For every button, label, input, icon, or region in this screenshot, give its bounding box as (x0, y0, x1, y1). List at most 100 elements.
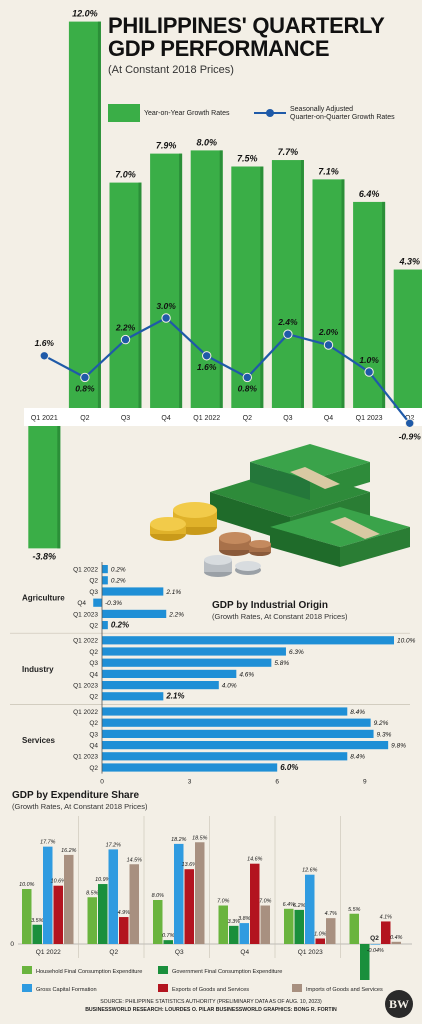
bar-industrial (102, 565, 108, 574)
bar-value-label: 2.1% (165, 589, 181, 596)
legend-line-label: Seasonally Adjusted Quarter-on-Quarter G… (290, 106, 395, 122)
page-subtitle: (At Constant 2018 Prices) (108, 64, 234, 76)
bar-expenditure-label: 18.2% (171, 837, 186, 843)
row-category-label: Q1 2022 (73, 709, 98, 716)
bar-expenditure (294, 909, 304, 944)
bar-value-label: 9.8% (391, 743, 406, 750)
bar-expenditure (229, 925, 239, 944)
qoq-line (43, 316, 411, 424)
expenditure-legend: Household Final Consumption Expenditure G… (22, 966, 383, 993)
category-tick-label: Q2 (405, 415, 414, 422)
qoq-point (242, 372, 253, 383)
expenditure-title: GDP by Expenditure Share (12, 790, 140, 801)
category-tick-label: Q3 (283, 415, 292, 422)
qoq-label: 2.4% (277, 317, 298, 327)
row-category-label: Q3 (89, 589, 98, 596)
bar-industrial (102, 576, 108, 585)
bar-industrial (102, 681, 219, 690)
bar-expenditure-label: 4.7% (325, 911, 337, 917)
qoq-point (161, 313, 171, 323)
bar-expenditure-label: 14.6% (247, 857, 262, 863)
bar-yoy (231, 166, 264, 408)
qoq-point (283, 329, 293, 339)
bar-industrial (102, 658, 272, 667)
bar-yoy (393, 269, 422, 408)
bar-yoy-label: 7.7% (278, 147, 299, 157)
bar-yoy-shade (179, 153, 183, 408)
category-tick-label: Q3 (121, 415, 130, 422)
legend-label: Household Final Consumption Expenditure (36, 969, 142, 975)
bar-expenditure-label: 17.2% (106, 842, 121, 848)
legend-swatch (22, 966, 32, 974)
bar-expenditure-label: 16.2% (61, 848, 76, 854)
category-tick-label: Q2 (370, 935, 379, 942)
bar-expenditure-label: 8.5% (86, 890, 98, 896)
category-tick-label: Q1 2023 (356, 415, 383, 422)
bar-industrial (102, 752, 348, 761)
qoq-point (80, 372, 90, 383)
bar-value-label: 8.4% (350, 709, 365, 716)
bar-expenditure (153, 900, 163, 944)
bar-industrial (102, 741, 389, 750)
bar-expenditure-label: 3.5% (31, 918, 43, 924)
legend-line-label-1: Seasonally Adjusted (290, 106, 354, 113)
bar-expenditure-label: 7.0% (217, 899, 229, 905)
bar-expenditure-label: 3.8% (238, 916, 250, 922)
bar-yoy-shade (97, 21, 101, 408)
bar-expenditure-label: -0.04% (367, 948, 384, 954)
bar-yoy (150, 153, 183, 408)
row-category-label: Q2 (89, 623, 98, 630)
bar-expenditure-label: 1.0% (314, 932, 326, 938)
row-category-label: Q2 (89, 578, 98, 585)
row-category-label: Q2 (89, 720, 98, 727)
bar-expenditure-label: 4.9% (118, 910, 130, 916)
bar-yoy (28, 426, 61, 549)
legend-label: Government Final Consumption Expenditure (172, 969, 282, 975)
bar-expenditure (326, 918, 336, 944)
bar-expenditure-label: 18.5% (192, 835, 207, 841)
bar-industrial (102, 729, 374, 738)
bar-yoy (190, 150, 223, 408)
bar-expenditure (129, 864, 139, 944)
row-category-label: Q1 2023 (73, 611, 98, 618)
qoq-point (39, 351, 49, 361)
x-tick-label: 9 (363, 779, 367, 786)
bar-industrial (102, 707, 348, 716)
y-tick-label: 0 (10, 941, 14, 948)
row-category-label: Q2 (89, 765, 98, 772)
bar-expenditure (43, 846, 53, 944)
x-tick-label: 0 (100, 779, 104, 786)
bar-expenditure-label: 6.2% (293, 903, 305, 909)
bar-industrial (102, 669, 237, 678)
bar-yoy-label: 7.9% (156, 141, 177, 151)
row-category-label: Q1 2022 (73, 638, 98, 645)
qoq-point (405, 418, 415, 428)
bar-expenditure (163, 940, 173, 944)
bar-expenditure-label: 8.0% (152, 893, 164, 899)
bar-industrial (102, 763, 278, 772)
expenditure-subtitle: (Growth Rates, At Constant 2018 Prices) (12, 802, 148, 811)
qoq-label: -0.9% (399, 431, 422, 441)
bar-expenditure (174, 843, 184, 944)
credits-line: BUSINESSWORLD RESEARCH: LOURDES O. PILAR… (85, 1007, 337, 1013)
bar-expenditure (391, 941, 401, 944)
qoq-label: 3.0% (156, 301, 176, 311)
bar-expenditure (195, 842, 205, 944)
category-tick-label: Q4 (240, 949, 249, 956)
bar-yoy (271, 160, 304, 408)
bar-expenditure (64, 854, 74, 944)
bar-expenditure-label: 3.3% (228, 919, 240, 925)
row-category-label: Q1 2023 (73, 683, 98, 690)
category-tick-label: Q1 2022 (36, 949, 61, 956)
bar-yoy-shade (219, 150, 223, 408)
bar-industrial (102, 718, 371, 727)
bar-expenditure-label: 4.1% (380, 914, 392, 920)
group-label: Services (22, 736, 55, 745)
legend-line-label-2: Quarter-on-Quarter Growth Rates (290, 114, 395, 121)
bar-value-label: 9.3% (377, 731, 392, 738)
qoq-point (202, 351, 212, 361)
bar-industrial (93, 598, 102, 607)
bar-yoy (353, 201, 386, 408)
row-category-label: Q3 (89, 731, 98, 738)
group-label: Industry (22, 665, 54, 674)
